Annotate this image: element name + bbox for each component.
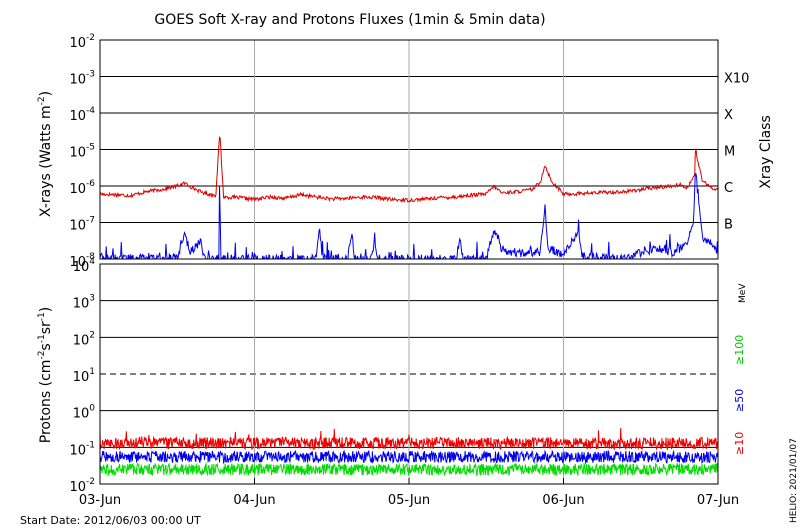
proton-series-line-1 bbox=[100, 449, 718, 465]
proton-y-tick-label: 102 bbox=[73, 330, 95, 348]
x-tick-label: 03-Jun bbox=[79, 493, 121, 508]
energy-unit-label: MeV bbox=[738, 283, 748, 303]
xray-y-tick-label: 10-6 bbox=[69, 179, 95, 197]
xray-short-series-line bbox=[100, 172, 718, 259]
legend-50mev: ≥50 bbox=[733, 389, 746, 412]
xray-class-label: C bbox=[724, 181, 733, 196]
xray-y-tick-label: 10-4 bbox=[69, 106, 95, 124]
xray-y-tick-label: 10-5 bbox=[69, 143, 95, 161]
xray-y-tick-label: 10-8 bbox=[69, 252, 95, 270]
proton-y-axis-label: Protons (cm-2s-1sr-1) bbox=[37, 307, 54, 443]
x-tick-label: 04-Jun bbox=[233, 493, 275, 508]
proton-y-tick-label: 10-2 bbox=[69, 477, 95, 495]
xray-long-series-line bbox=[100, 136, 718, 204]
xray-class-axis-label: Xray Class bbox=[758, 115, 774, 189]
xray-class-label: B bbox=[724, 218, 733, 233]
xray-panel-frame bbox=[99, 39, 719, 260]
proton-panel: 10-2 10-1 100 101 102 103 104 03-Jun 04-Jun 05-Ju… bbox=[69, 257, 739, 508]
proton-y-tick-label: 101 bbox=[73, 367, 95, 385]
proton-series-line-0 bbox=[100, 427, 718, 451]
proton-y-tick-label: 10-1 bbox=[69, 440, 95, 458]
xray-y-axis-label: X-rays (Watts m-2) bbox=[37, 91, 54, 217]
xray-class-label: M bbox=[724, 145, 735, 160]
legend-10mev: ≥10 bbox=[733, 432, 746, 455]
xray-class-label: X10 bbox=[724, 72, 749, 87]
xray-y-tick-label: 10-7 bbox=[69, 216, 95, 234]
legend-100mev: ≥100 bbox=[733, 335, 746, 365]
proton-y-tick-label: 100 bbox=[73, 404, 96, 422]
credit-label: HELIO: 2021/01/07 bbox=[789, 438, 799, 523]
proton-y-tick-label: 104 bbox=[73, 257, 96, 275]
xray-class-label: X bbox=[724, 108, 733, 123]
xray-y-tick-label: 10-3 bbox=[69, 70, 95, 88]
xray-y-tick-label: 10-2 bbox=[69, 33, 95, 51]
proton-y-tick-label: 103 bbox=[73, 294, 95, 312]
start-date-label: Start Date: 2012/06/03 00:00 UT bbox=[20, 514, 201, 527]
x-tick-label: 07-Jun bbox=[697, 493, 739, 508]
chart-title: GOES Soft X-ray and Protons Fluxes (1min… bbox=[154, 12, 545, 28]
proton-series-line-2 bbox=[100, 461, 718, 477]
x-tick-label: 06-Jun bbox=[542, 493, 584, 508]
xray-panel: 10-8 10-7 10-6 10-5 10-4 10-3 10-2 B C M X X10 bbox=[69, 33, 749, 270]
x-tick-label: 05-Jun bbox=[388, 493, 430, 508]
